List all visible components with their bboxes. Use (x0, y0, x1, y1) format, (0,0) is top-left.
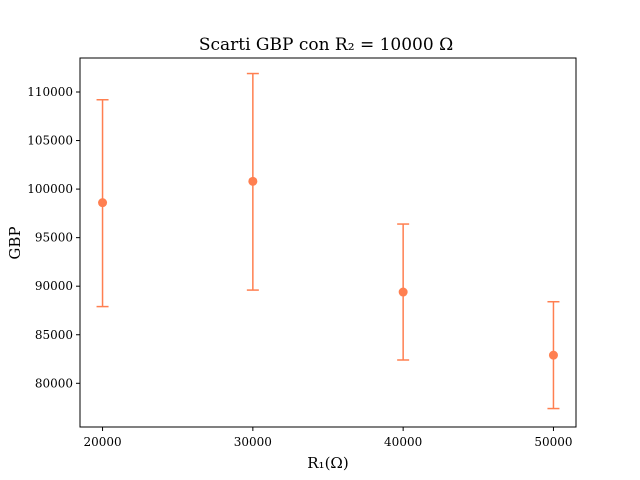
x-tick-label: 50000 (534, 435, 572, 449)
x-axis-title: R₁(Ω) (307, 454, 348, 472)
plot-frame (79, 57, 577, 428)
y-axis-title: GBP (6, 226, 24, 259)
y-tick-label: 85000 (35, 328, 73, 342)
y-tick-label: 80000 (35, 376, 73, 390)
data-point (398, 287, 408, 297)
data-point (548, 350, 558, 360)
data-point (248, 176, 258, 186)
x-tick-label: 40000 (384, 435, 422, 449)
y-tick-label: 105000 (27, 134, 73, 148)
y-tick-label: 110000 (27, 85, 73, 99)
y-tick-label: 100000 (27, 182, 73, 196)
y-tick-label: 90000 (35, 279, 73, 293)
x-tick-label: 30000 (234, 435, 272, 449)
data-point (98, 198, 108, 208)
chart-title: Scarti GBP con R₂ = 10000 Ω (199, 35, 453, 55)
y-tick-label: 95000 (35, 231, 73, 245)
x-tick-label: 20000 (83, 435, 121, 449)
